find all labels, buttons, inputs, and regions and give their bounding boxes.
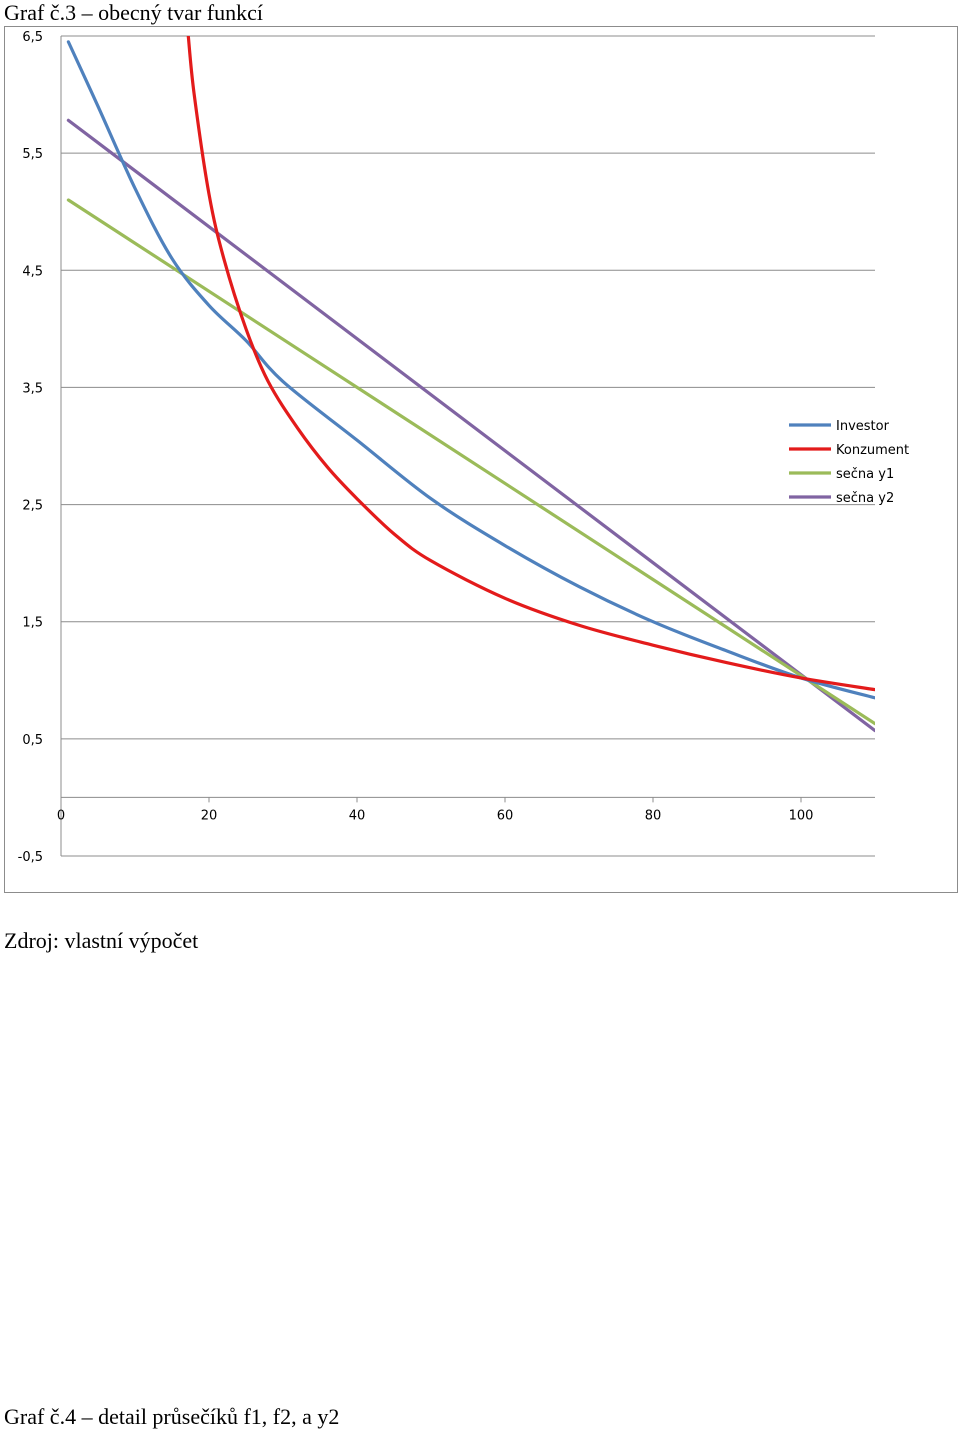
y-tick-label: -0,5 bbox=[18, 850, 43, 865]
line-chart: 6,5 5,5 4,5 3,5 2,5 1,5 0,5 -0,5 0 20 40 60 80 100 In… bbox=[18, 30, 910, 865]
y-tick-label: 2,5 bbox=[22, 499, 43, 514]
chart-caption-next: Graf č.4 – detail průsečíků f1, f2, a y2 bbox=[4, 1404, 340, 1429]
axes: 6,5 5,5 4,5 3,5 2,5 1,5 0,5 -0,5 0 20 40 60 80 100 bbox=[18, 30, 875, 865]
y-tick-label: 5,5 bbox=[22, 147, 43, 162]
x-tick-label: 80 bbox=[645, 808, 662, 823]
y-tick-label: 0,5 bbox=[22, 733, 43, 748]
legend-label: Konzument bbox=[836, 443, 909, 458]
series-line-konzument bbox=[186, 36, 875, 692]
series-line-sečna-y2 bbox=[66, 118, 875, 733]
x-tick-label: 100 bbox=[789, 808, 814, 823]
series-line-investor bbox=[66, 40, 875, 700]
legend-label: Investor bbox=[836, 419, 890, 434]
y-tick-label: 1,5 bbox=[22, 616, 43, 631]
x-tick-label: 60 bbox=[497, 808, 514, 823]
legend-label: sečna y1 bbox=[836, 467, 894, 482]
gridlines bbox=[61, 35, 875, 857]
chart-caption-top: Graf č.3 – obecný tvar funkcí bbox=[4, 0, 264, 25]
y-tick-label: 6,5 bbox=[22, 30, 43, 45]
source-caption: Zdroj: vlastní výpočet bbox=[4, 928, 199, 953]
series-lines bbox=[66, 36, 875, 733]
series-line-sečna-y1 bbox=[66, 198, 875, 726]
y-tick-label: 4,5 bbox=[22, 264, 43, 279]
chart-area: 6,5 5,5 4,5 3,5 2,5 1,5 0,5 -0,5 0 20 40 60 80 100 In… bbox=[4, 26, 958, 893]
y-tick-label: 3,5 bbox=[22, 381, 43, 396]
x-tick-label: 20 bbox=[201, 808, 218, 823]
legend: Investor Konzument sečna y1 sečna y2 bbox=[789, 419, 909, 506]
x-tick-label: 0 bbox=[57, 808, 65, 823]
x-tick-label: 40 bbox=[349, 808, 366, 823]
legend-label: sečna y2 bbox=[836, 491, 894, 506]
